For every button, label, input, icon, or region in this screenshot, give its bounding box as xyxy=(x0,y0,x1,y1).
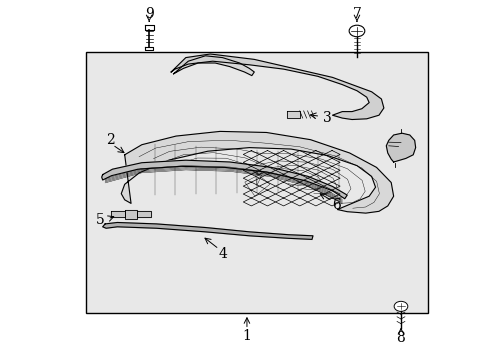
Polygon shape xyxy=(102,160,346,199)
Circle shape xyxy=(393,301,407,311)
Polygon shape xyxy=(111,211,125,217)
Circle shape xyxy=(348,25,364,37)
Polygon shape xyxy=(121,131,393,213)
Bar xyxy=(85,52,427,313)
Polygon shape xyxy=(386,133,415,162)
Text: 2: 2 xyxy=(105,133,114,147)
Polygon shape xyxy=(173,56,254,76)
Text: 5: 5 xyxy=(96,213,104,227)
Text: 9: 9 xyxy=(144,8,153,21)
Text: 7: 7 xyxy=(352,8,361,21)
Polygon shape xyxy=(144,25,153,30)
Polygon shape xyxy=(171,54,383,120)
Polygon shape xyxy=(145,47,153,50)
Polygon shape xyxy=(102,222,312,239)
Polygon shape xyxy=(125,210,137,219)
Text: 1: 1 xyxy=(242,329,251,342)
Text: 8: 8 xyxy=(396,332,405,345)
Polygon shape xyxy=(137,211,150,217)
Text: 4: 4 xyxy=(218,247,227,261)
Polygon shape xyxy=(286,111,299,118)
Text: 3: 3 xyxy=(323,111,331,125)
Text: 6: 6 xyxy=(331,198,340,212)
